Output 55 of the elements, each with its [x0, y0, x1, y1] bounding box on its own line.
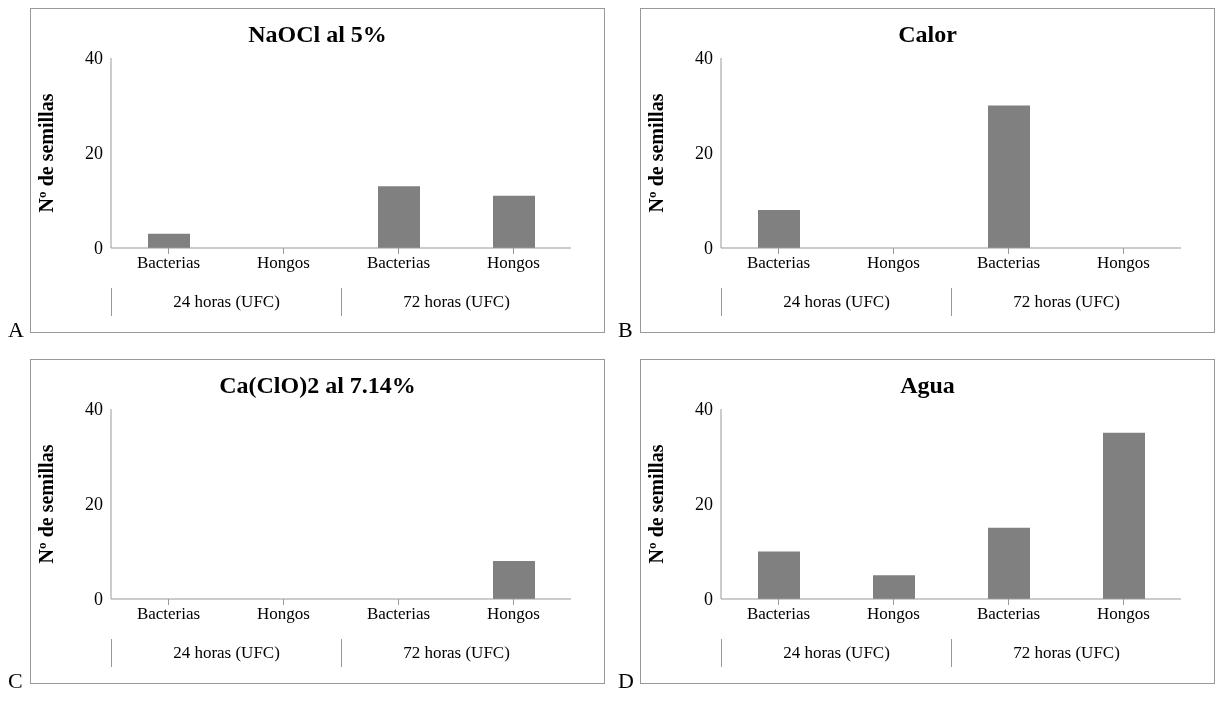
- bar: [493, 195, 535, 248]
- text: 24 horas (UFC): [111, 639, 341, 667]
- text: 72 horas (UFC): [951, 288, 1181, 316]
- y-tick-label: 0: [704, 589, 713, 610]
- x-tick-label: Bacterias: [366, 253, 431, 273]
- text: 72 horas (UFC): [341, 639, 571, 667]
- x-tick-label: Bacterias: [136, 604, 201, 624]
- text: C: [8, 668, 23, 694]
- chart-title: Agua: [899, 372, 956, 399]
- y-tick-label: 20: [85, 143, 103, 164]
- text: 72 horas (UFC): [341, 288, 571, 316]
- chart-title: Calor: [897, 21, 958, 48]
- text: D: [618, 668, 634, 694]
- text: B: [618, 317, 633, 343]
- y-tick-label: 40: [85, 48, 103, 69]
- text: 24 horas (UFC): [111, 288, 341, 316]
- x-tick-label: Hongos: [867, 253, 920, 273]
- x-tick-label: Hongos: [867, 604, 920, 624]
- y-axis-title: Nº de semillas: [645, 93, 668, 213]
- x-tick-label: Hongos: [257, 253, 310, 273]
- text: 24 horas (UFC): [721, 639, 951, 667]
- y-tick-label: 20: [695, 494, 713, 515]
- y-tick-label: 20: [85, 494, 103, 515]
- x-tick-label: Bacterias: [136, 253, 201, 273]
- bar: [873, 575, 915, 599]
- text: A: [8, 317, 24, 343]
- text: 24 horas (UFC): [721, 288, 951, 316]
- y-tick-label: 0: [94, 238, 103, 259]
- y-axis-title: Nº de semillas: [35, 444, 58, 564]
- y-axis-title: Nº de semillas: [35, 93, 58, 213]
- y-tick-label: 40: [85, 399, 103, 420]
- y-tick-label: 0: [94, 589, 103, 610]
- x-tick-label: Bacterias: [366, 604, 431, 624]
- x-tick-label: Hongos: [487, 604, 540, 624]
- y-tick-label: 0: [704, 238, 713, 259]
- x-tick-label: Bacterias: [746, 604, 811, 624]
- text: 72 horas (UFC): [951, 639, 1181, 667]
- x-tick-label: Bacterias: [746, 253, 811, 273]
- y-tick-label: 40: [695, 48, 713, 69]
- chart-title: Ca(ClO)2 al 7.14%: [218, 372, 417, 399]
- x-tick-label: Hongos: [1097, 253, 1150, 273]
- x-tick-label: Bacterias: [976, 604, 1041, 624]
- y-axis-title: Nº de semillas: [645, 444, 668, 564]
- y-tick-label: 20: [695, 143, 713, 164]
- bar: [378, 186, 420, 248]
- bar: [1103, 432, 1145, 599]
- bar: [148, 233, 190, 248]
- y-tick-label: 40: [695, 399, 713, 420]
- chart-title: NaOCl al 5%: [247, 21, 388, 48]
- x-tick-label: Hongos: [487, 253, 540, 273]
- x-tick-label: Hongos: [257, 604, 310, 624]
- x-tick-label: Bacterias: [976, 253, 1041, 273]
- bar: [988, 527, 1030, 599]
- bar: [758, 551, 800, 599]
- x-tick-label: Hongos: [1097, 604, 1150, 624]
